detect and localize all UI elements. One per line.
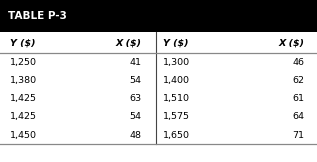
Text: 48: 48 — [129, 131, 141, 140]
Text: Y ($): Y ($) — [163, 38, 189, 47]
Text: 64: 64 — [292, 112, 304, 122]
Text: 1,425: 1,425 — [10, 112, 36, 122]
Text: 61: 61 — [292, 94, 304, 103]
Text: 63: 63 — [129, 94, 141, 103]
Text: 1,400: 1,400 — [163, 76, 190, 85]
Text: 1,650: 1,650 — [163, 131, 190, 140]
Text: Y ($): Y ($) — [10, 38, 35, 47]
Text: 54: 54 — [129, 112, 141, 122]
Text: X ($): X ($) — [278, 38, 304, 47]
Text: 1,575: 1,575 — [163, 112, 190, 122]
Text: 41: 41 — [129, 58, 141, 67]
Text: 1,250: 1,250 — [10, 58, 36, 67]
Text: 71: 71 — [292, 131, 304, 140]
Text: 1,450: 1,450 — [10, 131, 36, 140]
Text: 1,425: 1,425 — [10, 94, 36, 103]
Text: 1,300: 1,300 — [163, 58, 191, 67]
Text: 46: 46 — [292, 58, 304, 67]
Text: 1,510: 1,510 — [163, 94, 190, 103]
Text: 1,380: 1,380 — [10, 76, 37, 85]
Bar — [0, 0, 317, 32]
Text: 54: 54 — [129, 76, 141, 85]
Text: X ($): X ($) — [115, 38, 141, 47]
Text: 62: 62 — [292, 76, 304, 85]
Text: TABLE P-3: TABLE P-3 — [8, 11, 67, 21]
